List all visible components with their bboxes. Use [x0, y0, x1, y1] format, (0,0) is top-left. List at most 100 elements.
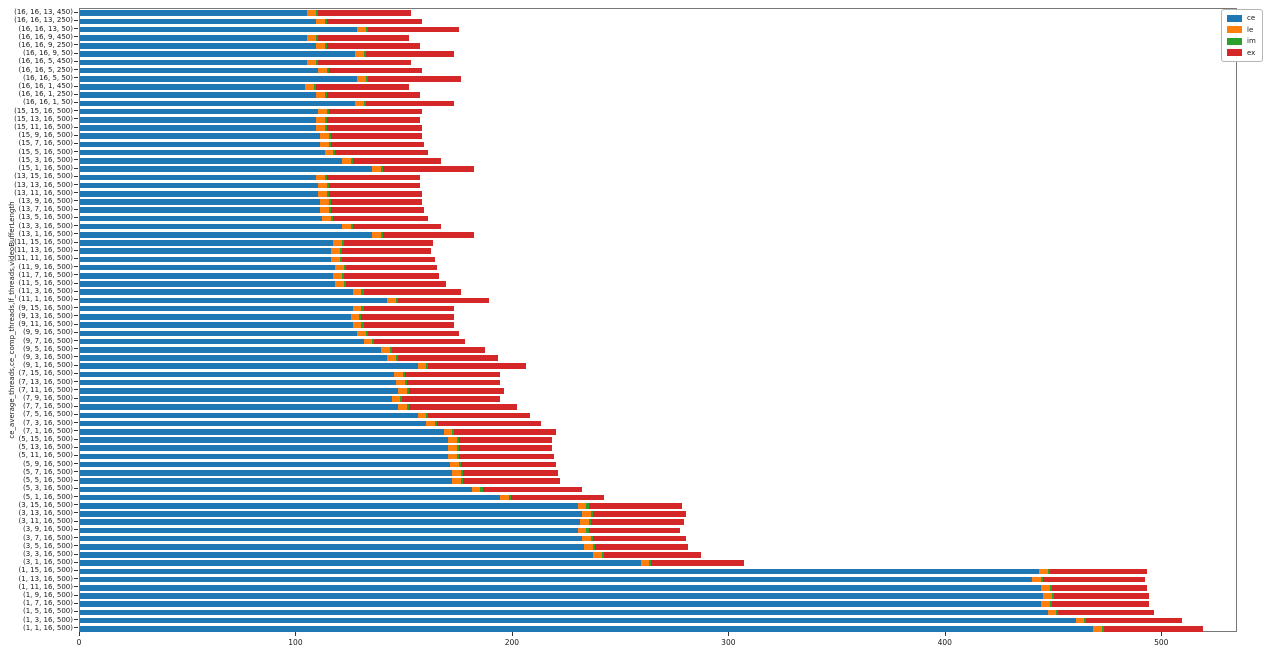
- y-tick-mark: [74, 93, 78, 95]
- y-tick-mark: [74, 381, 78, 383]
- bar-segment-ce: [80, 199, 321, 205]
- y-tick-mark: [74, 610, 78, 612]
- bar-segment-ce: [80, 125, 316, 131]
- y-tick-label: (16, 16, 9, 250): [18, 40, 73, 49]
- y-tick-label: (5, 15, 16, 500): [18, 435, 73, 444]
- bar-segment-im: [326, 182, 329, 189]
- bar-segment-ex: [463, 478, 561, 484]
- y-tick-label: (5, 13, 16, 500): [18, 443, 73, 452]
- legend-label: im: [1247, 37, 1256, 45]
- bar-segment-im: [350, 158, 353, 164]
- bar-row: [80, 404, 518, 410]
- y-tick-mark: [74, 397, 78, 399]
- y-tick-label: (9, 9, 16, 500): [23, 328, 73, 337]
- bar-segment-le: [1032, 576, 1042, 583]
- bar-segment-im: [328, 141, 332, 148]
- y-tick-label: (15, 1, 16, 500): [18, 164, 73, 173]
- y-tick-label: (9, 13, 16, 500): [18, 311, 73, 320]
- y-tick-mark: [74, 134, 78, 136]
- bar-row: [80, 10, 412, 16]
- bar-segment-ce: [80, 59, 308, 66]
- bar-segment-ce: [80, 240, 334, 246]
- y-tick-mark: [74, 496, 78, 498]
- bar-segment-ex: [331, 141, 425, 148]
- bar-segment-le: [426, 420, 435, 427]
- bar-segment-im: [590, 535, 593, 542]
- y-tick-mark: [74, 315, 78, 317]
- y-tick-mark: [74, 446, 78, 448]
- bar-segment-im: [452, 429, 455, 435]
- y-tick-mark: [74, 487, 78, 489]
- y-tick-mark: [74, 151, 78, 153]
- bar-segment-im: [326, 190, 329, 197]
- bar-segment-le: [307, 34, 316, 41]
- y-tick-mark: [74, 422, 78, 424]
- bar-segment-le: [320, 207, 329, 213]
- bar-segment-im: [586, 502, 589, 509]
- bar-segment-im: [361, 289, 364, 296]
- bar-segment-ex: [346, 264, 438, 271]
- bar-segment-le: [315, 174, 325, 181]
- bar-segment-ex: [454, 429, 557, 435]
- y-tick-mark: [74, 307, 78, 309]
- bar-segment-ce: [80, 34, 308, 41]
- bar-row: [80, 67, 422, 74]
- bar-segment-im: [434, 420, 438, 427]
- bar-segment-ce: [80, 519, 580, 525]
- bar-segment-im: [1049, 601, 1052, 608]
- bar-segment-im: [324, 117, 327, 123]
- bar-segment-ex: [331, 133, 422, 140]
- bar-segment-ce: [80, 363, 418, 369]
- bar-segment-im: [396, 355, 399, 361]
- bar-segment-ex: [1103, 626, 1204, 632]
- bar-segment-ex: [363, 305, 455, 312]
- bar-segment-im: [456, 437, 459, 443]
- bar-segment-le: [1038, 568, 1048, 575]
- y-tick-mark: [74, 126, 78, 128]
- y-tick-mark: [74, 175, 78, 177]
- bar-segment-ce: [80, 281, 336, 287]
- y-tick-label: (15, 3, 16, 500): [18, 155, 73, 164]
- bar-row: [80, 420, 542, 427]
- bar-segment-le: [352, 305, 362, 312]
- y-tick-mark: [74, 340, 78, 342]
- y-tick-label: (1, 1, 16, 500): [23, 623, 73, 632]
- bar-segment-ce: [80, 108, 319, 115]
- bar-segment-le: [582, 535, 591, 542]
- bar-segment-ce: [80, 511, 583, 517]
- bar-row: [80, 371, 500, 378]
- bar-row: [80, 141, 425, 148]
- bar-segment-ce: [80, 256, 332, 263]
- bar-segment-ex: [383, 231, 474, 238]
- legend-label: le: [1247, 25, 1254, 34]
- y-tick-mark: [74, 438, 78, 440]
- y-tick-label: (1, 3, 16, 500): [23, 615, 73, 624]
- bar-segment-le: [579, 519, 589, 525]
- bar-row: [80, 207, 425, 213]
- bar-row: [80, 330, 459, 337]
- bar-segment-ce: [80, 355, 388, 361]
- bar-segment-le: [335, 281, 345, 287]
- bar-segment-le: [322, 215, 332, 222]
- bar-segment-le: [577, 527, 587, 534]
- bar-segment-ce: [80, 412, 418, 419]
- y-tick-label: (15, 7, 16, 500): [18, 139, 73, 148]
- bar-segment-ce: [80, 133, 321, 140]
- bar-row: [80, 108, 422, 115]
- y-tick-label: (1, 13, 16, 500): [18, 574, 73, 583]
- y-tick-label: (13, 3, 16, 500): [18, 221, 73, 230]
- bar-segment-ex: [437, 420, 542, 427]
- y-tick-label: (3, 1, 16, 500): [23, 558, 73, 567]
- x-tick-label: 0: [76, 638, 82, 647]
- bar-segment-ce: [80, 305, 353, 312]
- x-tick-mark: [295, 632, 297, 636]
- bar-segment-ce: [80, 67, 319, 74]
- bar-segment-im: [324, 43, 327, 49]
- bar-segment-ce: [80, 552, 593, 558]
- bar-row: [80, 158, 442, 164]
- bar-segment-ce: [80, 289, 353, 296]
- bar-segment-ex: [346, 281, 446, 287]
- bar-segment-le: [318, 108, 327, 115]
- y-tick-label: (3, 15, 16, 500): [18, 500, 73, 509]
- legend-swatch-im: [1227, 37, 1242, 45]
